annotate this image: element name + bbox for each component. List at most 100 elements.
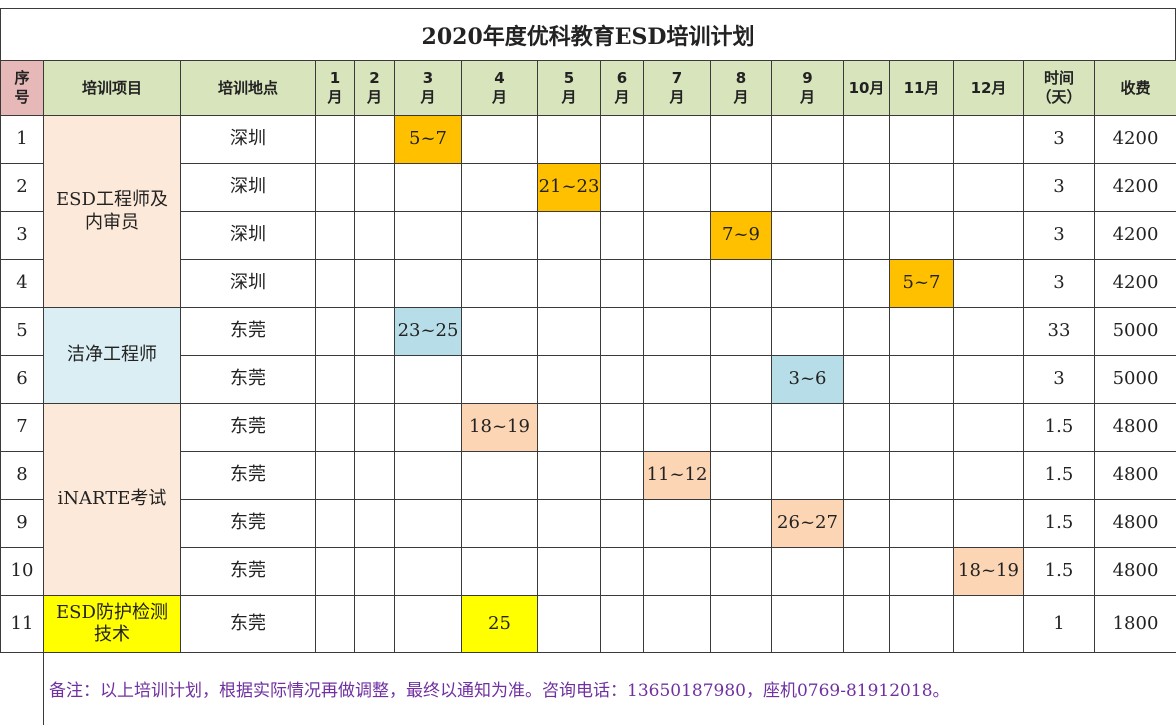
header-cell: 培训项目 xyxy=(43,60,181,116)
empty-cell xyxy=(394,547,462,596)
header-cell-text: 2月 xyxy=(366,69,382,106)
empty-cell xyxy=(953,403,1024,452)
header-cell: 12月 xyxy=(953,60,1024,116)
empty-cell xyxy=(354,307,395,356)
schedule-cell: 26~27 xyxy=(771,499,844,548)
empty-cell xyxy=(889,403,954,452)
row-number: 5 xyxy=(0,307,44,356)
project: ESD工程师及内审员 xyxy=(43,115,181,308)
empty-cell xyxy=(843,403,890,452)
days: 3 xyxy=(1023,355,1095,404)
empty-cell xyxy=(710,499,772,548)
location: 东莞 xyxy=(180,307,316,356)
empty-cell xyxy=(710,259,772,308)
days: 3 xyxy=(1023,211,1095,260)
fee: 5000 xyxy=(1094,355,1176,404)
header-cell-text: 序号 xyxy=(14,69,30,106)
header-cell: 4月 xyxy=(461,60,538,116)
empty-cell xyxy=(461,211,538,260)
empty-cell xyxy=(315,115,355,164)
project: ESD防护检测技术 xyxy=(43,595,181,653)
empty-cell xyxy=(889,547,954,596)
empty-cell xyxy=(953,595,1024,653)
empty-cell xyxy=(771,115,844,164)
empty-cell xyxy=(461,499,538,548)
empty-cell xyxy=(771,307,844,356)
header-cell: 9月 xyxy=(771,60,844,116)
empty-cell xyxy=(461,115,538,164)
location: 东莞 xyxy=(180,547,316,596)
empty-cell xyxy=(461,547,538,596)
row-number: 3 xyxy=(0,211,44,260)
row-number: 8 xyxy=(0,451,44,500)
days: 33 xyxy=(1023,307,1095,356)
location: 东莞 xyxy=(180,499,316,548)
days: 1.5 xyxy=(1023,499,1095,548)
empty-cell xyxy=(354,115,395,164)
empty-cell xyxy=(953,355,1024,404)
empty-cell xyxy=(843,307,890,356)
empty-cell xyxy=(771,259,844,308)
empty-cell xyxy=(771,595,844,653)
header-cell-text: 9月 xyxy=(799,69,815,106)
days: 3 xyxy=(1023,115,1095,164)
location: 深圳 xyxy=(180,259,316,308)
empty-cell xyxy=(354,547,395,596)
header-cell: 7月 xyxy=(643,60,711,116)
empty-cell xyxy=(315,307,355,356)
days: 3 xyxy=(1023,259,1095,308)
empty-cell xyxy=(643,499,711,548)
empty-cell xyxy=(394,403,462,452)
days: 1 xyxy=(1023,595,1095,653)
header-cell-text: 8月 xyxy=(733,69,749,106)
empty-cell xyxy=(394,451,462,500)
empty-cell xyxy=(394,499,462,548)
empty-cell xyxy=(537,259,601,308)
empty-cell xyxy=(771,547,844,596)
empty-cell xyxy=(710,403,772,452)
schedule-cell: 5~7 xyxy=(889,259,954,308)
location: 东莞 xyxy=(180,451,316,500)
empty-cell xyxy=(710,163,772,212)
empty-cell xyxy=(643,211,711,260)
fee: 4200 xyxy=(1094,211,1176,260)
schedule-cell: 18~19 xyxy=(461,403,538,452)
header-cell-text: 时间（天） xyxy=(1036,69,1082,106)
schedule-cell: 21~23 xyxy=(537,163,601,212)
location: 深圳 xyxy=(180,163,316,212)
empty-cell xyxy=(843,211,890,260)
empty-cell xyxy=(354,403,395,452)
header-cell: 5月 xyxy=(537,60,601,116)
fee: 4800 xyxy=(1094,403,1176,452)
note: 备注：以上培训计划，根据实际情况再做调整，最终以通知为准。咨询电话：136501… xyxy=(43,652,1176,725)
empty-cell xyxy=(953,211,1024,260)
empty-cell xyxy=(710,595,772,653)
fee: 4200 xyxy=(1094,163,1176,212)
project: iNARTE考试 xyxy=(43,403,181,596)
empty-cell xyxy=(315,499,355,548)
row-number: 11 xyxy=(0,595,44,653)
fee: 4800 xyxy=(1094,451,1176,500)
empty-cell xyxy=(843,259,890,308)
empty-cell xyxy=(537,499,601,548)
empty-cell xyxy=(537,211,601,260)
empty-cell xyxy=(889,595,954,653)
empty-cell xyxy=(953,115,1024,164)
fee: 4200 xyxy=(1094,259,1176,308)
empty-cell xyxy=(600,211,644,260)
empty-cell xyxy=(710,307,772,356)
days: 1.5 xyxy=(1023,403,1095,452)
empty-cell xyxy=(953,259,1024,308)
empty-cell xyxy=(461,355,538,404)
empty-cell xyxy=(315,211,355,260)
empty-cell xyxy=(771,451,844,500)
empty-cell xyxy=(537,115,601,164)
header-cell: 6月 xyxy=(600,60,644,116)
empty-cell xyxy=(600,547,644,596)
schedule-cell: 7~9 xyxy=(710,211,772,260)
empty-cell xyxy=(889,307,954,356)
empty-cell xyxy=(600,115,644,164)
schedule-cell: 5~7 xyxy=(394,115,462,164)
sheet-title: 2020年度优科教育ESD培训计划 xyxy=(0,8,1176,61)
